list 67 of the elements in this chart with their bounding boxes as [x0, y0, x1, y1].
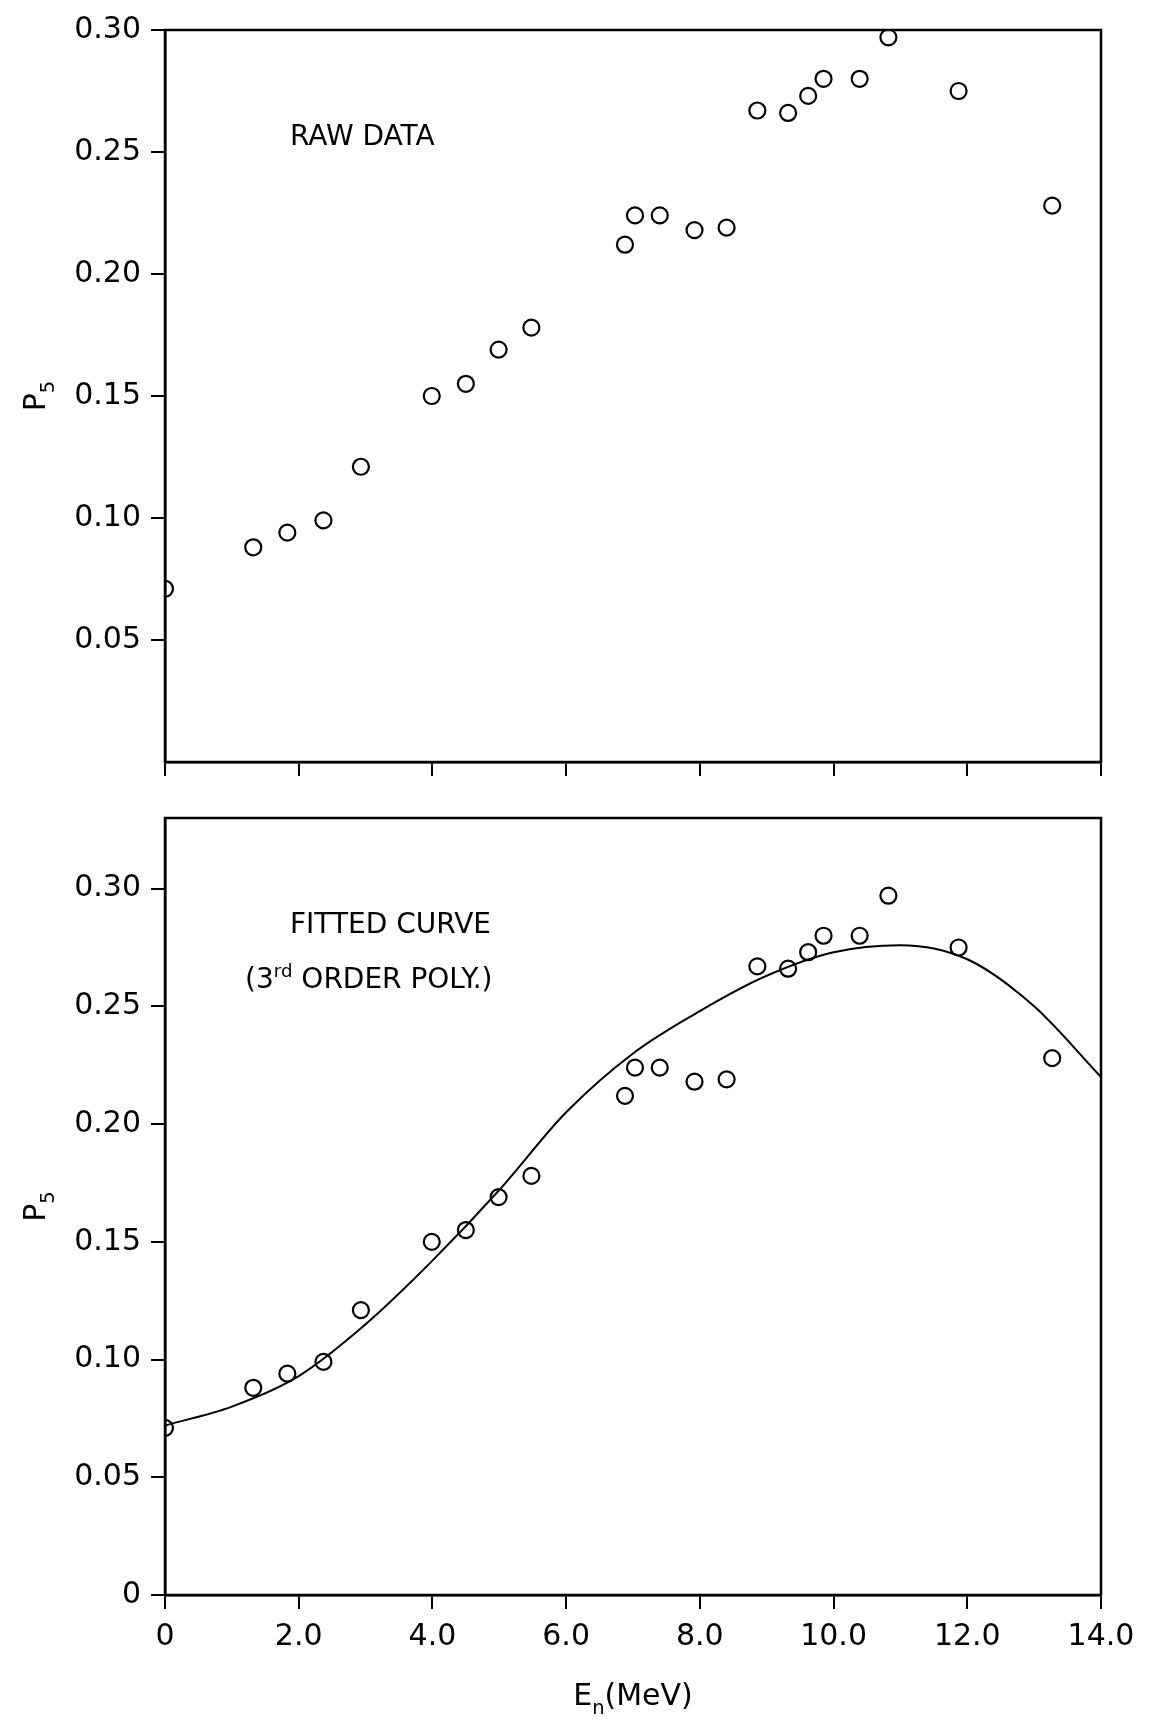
y-axis-title: P5 — [17, 380, 59, 412]
x-tick-label: 2.0 — [274, 1616, 323, 1652]
point — [799, 86, 818, 105]
point — [522, 318, 541, 337]
y-tick-label: 0.10 — [74, 497, 141, 533]
y-tick-label: 0.15 — [74, 1221, 141, 1257]
point — [456, 374, 475, 393]
point — [314, 511, 333, 530]
y-tick-label: 0.15 — [74, 375, 141, 411]
point — [650, 206, 669, 225]
point — [850, 926, 869, 945]
point — [351, 1301, 370, 1320]
point — [489, 340, 508, 359]
point — [949, 81, 968, 101]
point — [244, 538, 263, 557]
point — [278, 523, 297, 542]
point — [314, 1352, 333, 1371]
x-tick-label: 4.0 — [408, 1616, 457, 1652]
y-tick-label: 0.05 — [74, 1457, 141, 1493]
point — [522, 1166, 541, 1185]
y-tick-label: 0.25 — [74, 131, 141, 167]
point — [625, 1058, 645, 1077]
y-tick-label: 0.10 — [74, 1339, 141, 1375]
y-tick-label: 0.25 — [74, 986, 141, 1022]
point — [779, 103, 798, 123]
point — [814, 926, 833, 945]
point — [278, 1364, 297, 1383]
x-tick-label: 12.0 — [933, 1616, 1001, 1652]
point — [850, 69, 869, 88]
point — [615, 1086, 635, 1105]
point — [879, 30, 898, 47]
x-tick-label: 10.0 — [800, 1616, 867, 1652]
y-tick-label: 0.30 — [74, 868, 141, 904]
point — [685, 1072, 704, 1091]
point — [456, 1220, 475, 1240]
y-tick-label: 0.20 — [74, 1103, 141, 1139]
point — [650, 1058, 669, 1077]
point — [717, 218, 736, 237]
point — [244, 1378, 263, 1397]
point — [814, 69, 833, 88]
point — [748, 101, 767, 120]
point — [685, 220, 704, 240]
point — [489, 1187, 508, 1207]
annotation: RAW DATA — [290, 119, 435, 152]
x-tick-label: 6.0 — [542, 1616, 590, 1652]
point — [717, 1070, 736, 1089]
y-tick-label: 0 — [121, 1574, 141, 1610]
point — [625, 206, 645, 225]
point — [879, 886, 898, 905]
point — [779, 959, 798, 978]
y-tick-label: 0.20 — [74, 253, 141, 289]
point — [949, 938, 968, 957]
x-tick-label: 8.0 — [676, 1616, 724, 1652]
y-axis-title: P5 — [17, 1191, 59, 1222]
point — [1043, 196, 1062, 215]
point — [799, 943, 818, 962]
point — [1043, 1049, 1062, 1068]
point — [422, 386, 441, 406]
point — [748, 957, 767, 976]
point — [351, 457, 370, 476]
x-tick-label: 14.0 — [1067, 1616, 1135, 1652]
annotation: FITTED CURVE — [290, 907, 492, 940]
point — [422, 1232, 441, 1251]
point — [615, 235, 635, 254]
x-tick-label: 0 — [155, 1616, 175, 1652]
y-tick-label: 0.05 — [74, 619, 141, 655]
y-tick-label: 0.30 — [74, 9, 141, 45]
